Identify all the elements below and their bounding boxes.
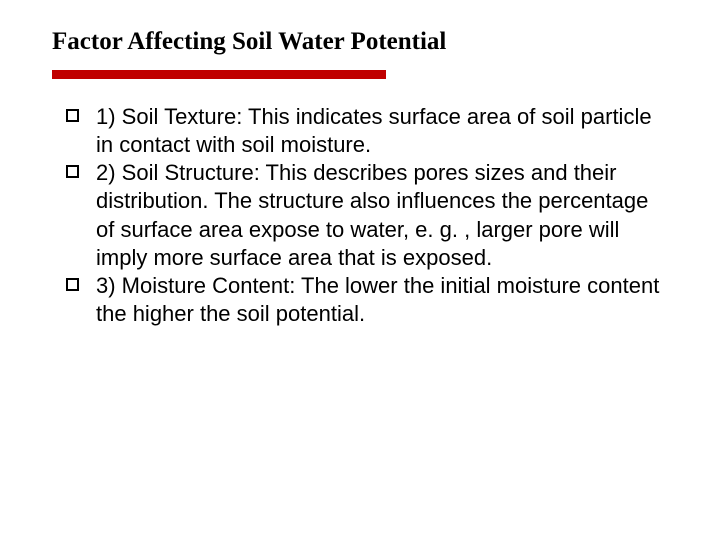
list-item: 3) Moisture Content: The lower the initi… (52, 272, 668, 328)
list-item-text: 3) Moisture Content: The lower the initi… (96, 273, 659, 326)
list-item: 2) Soil Structure: This describes pores … (52, 159, 668, 272)
slide-title: Factor Affecting Soil Water Potential (52, 28, 668, 56)
title-underline-rule (52, 70, 386, 79)
bullet-list: 1) Soil Texture: This indicates surface … (52, 103, 668, 328)
list-item-text: 1) Soil Texture: This indicates surface … (96, 104, 652, 157)
list-item-text: 2) Soil Structure: This describes pores … (96, 160, 648, 269)
square-bullet-icon (66, 278, 79, 291)
slide: Factor Affecting Soil Water Potential 1)… (0, 0, 720, 540)
square-bullet-icon (66, 165, 79, 178)
list-item: 1) Soil Texture: This indicates surface … (52, 103, 668, 159)
square-bullet-icon (66, 109, 79, 122)
